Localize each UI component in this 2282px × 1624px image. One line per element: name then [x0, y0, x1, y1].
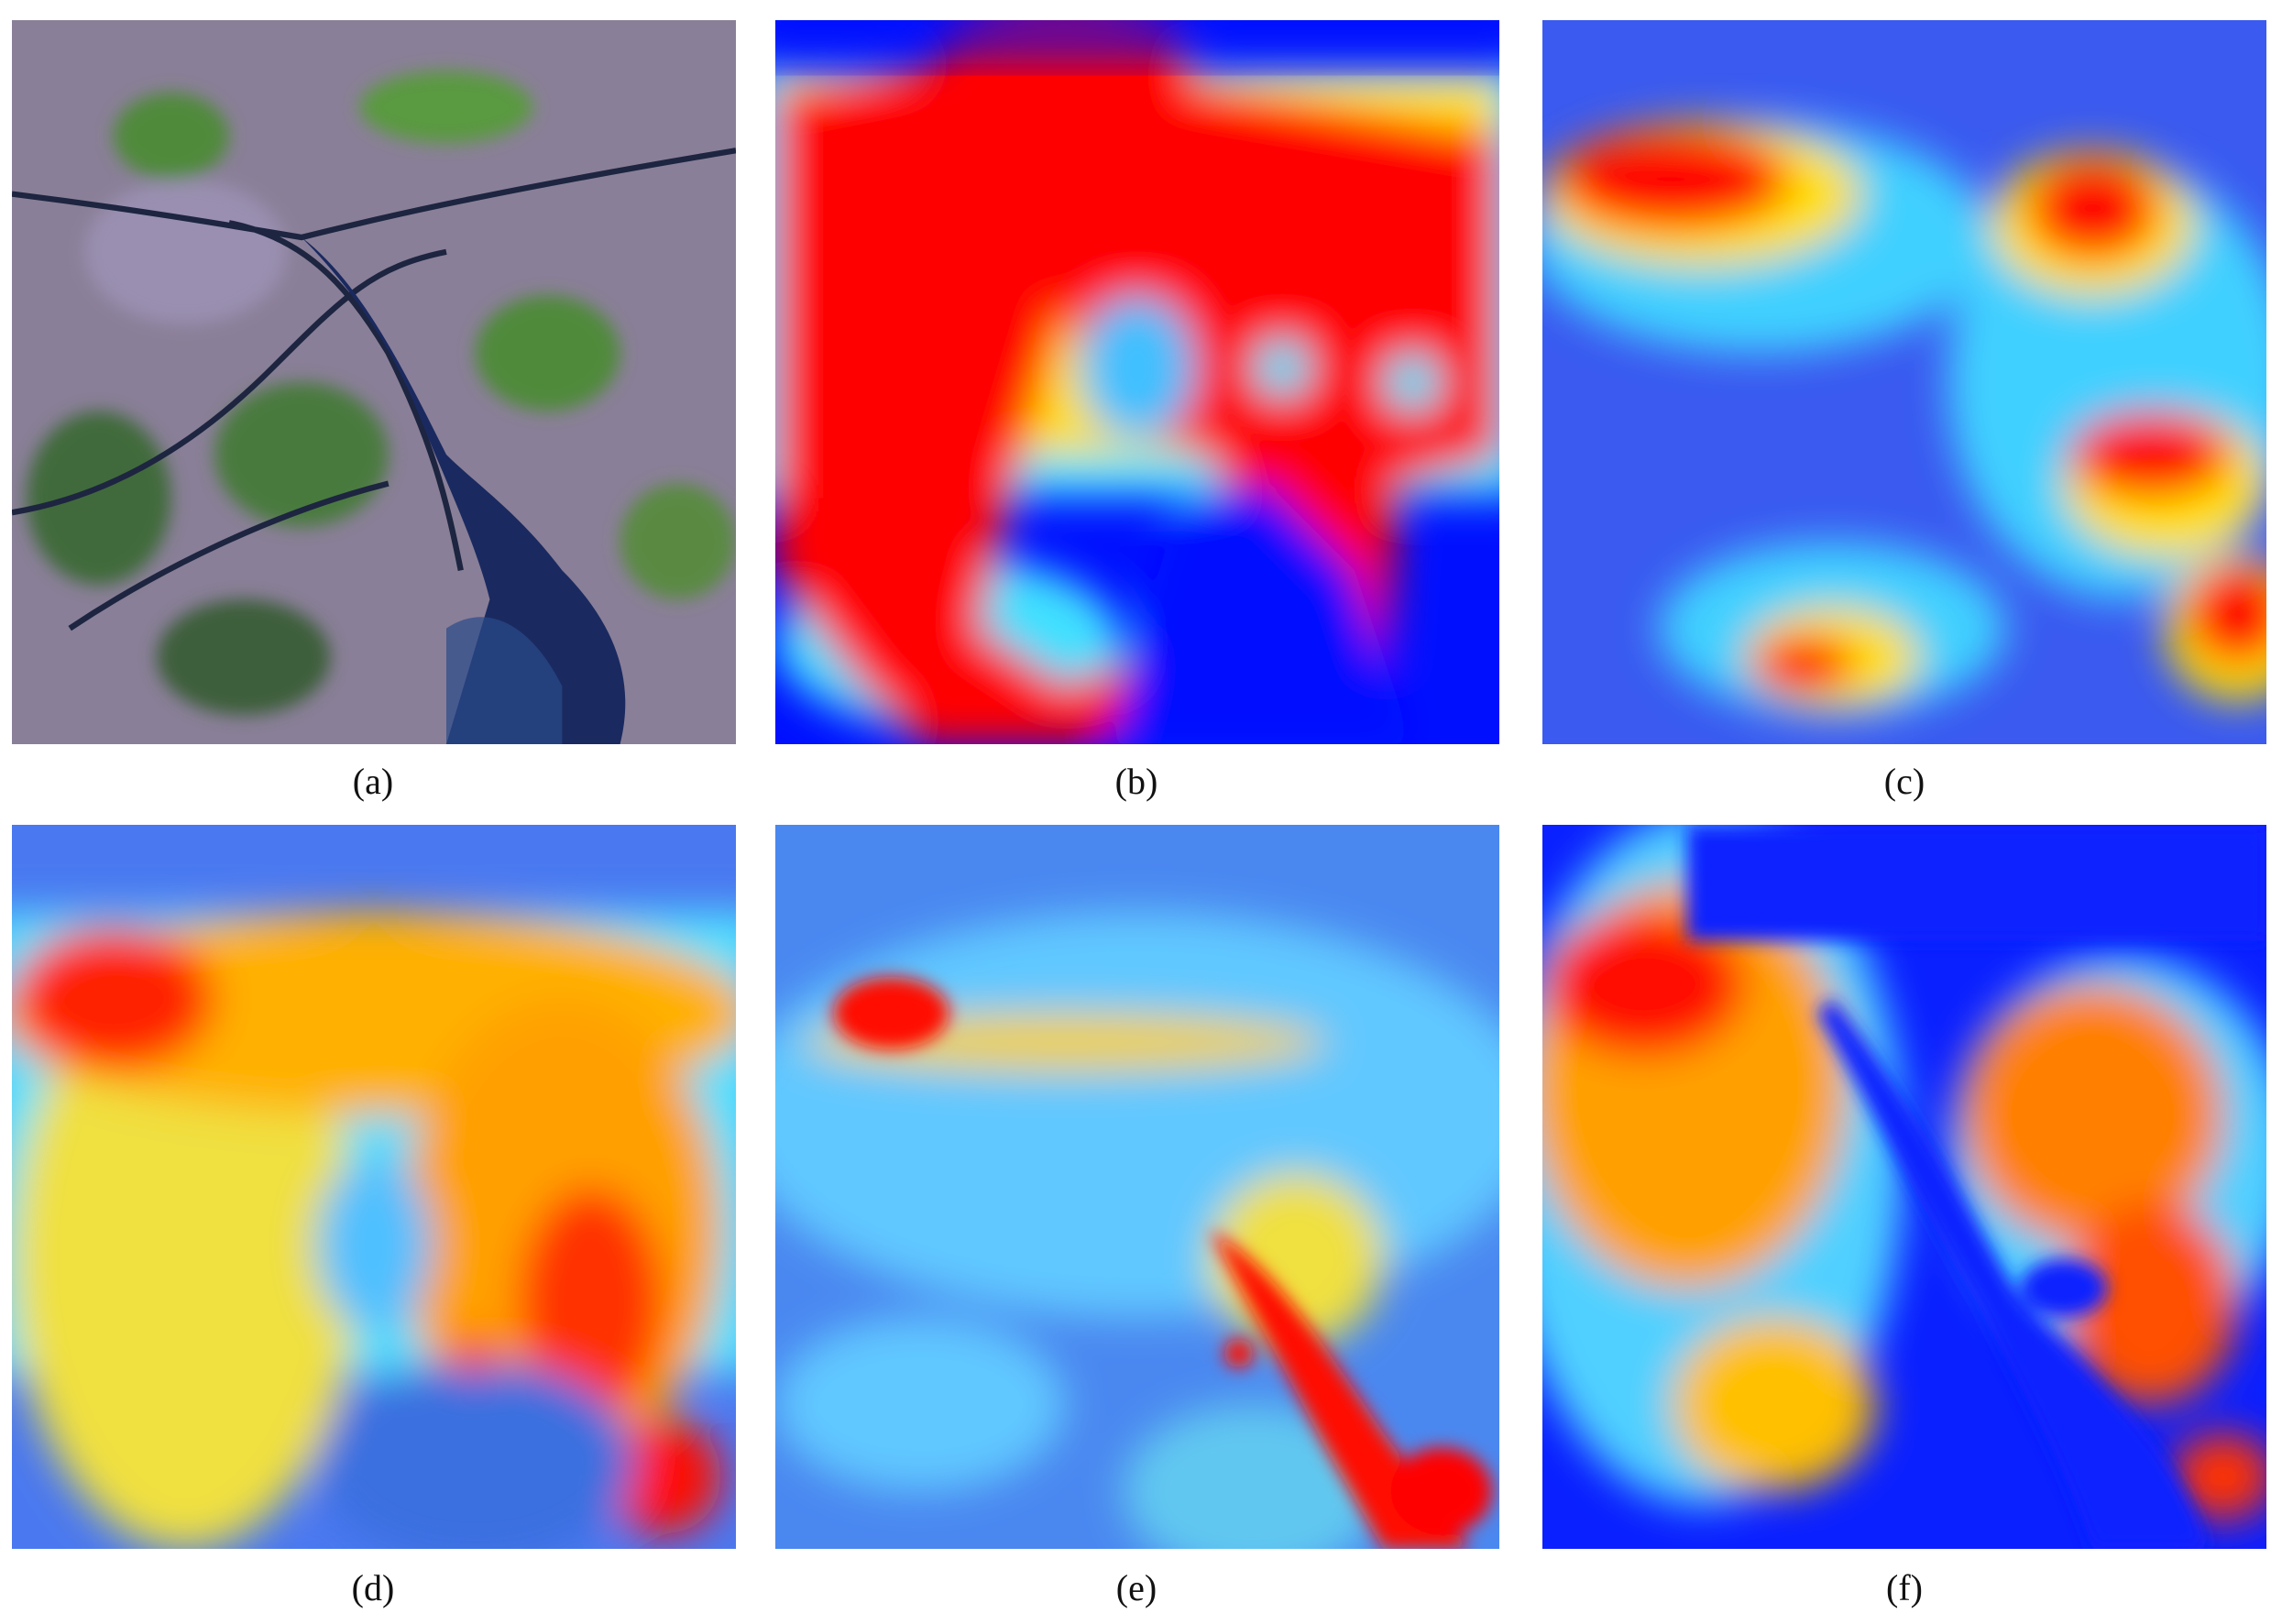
heatmap-d [12, 825, 736, 1549]
panel-label: (d) [352, 1567, 395, 1608]
satellite-image [12, 20, 736, 744]
heatmap-b [775, 20, 1499, 744]
panel-label: (f) [1886, 1567, 1923, 1608]
heatmap-f [1542, 825, 2266, 1549]
heatmap-e [775, 825, 1499, 1549]
panel-label: (c) [1884, 761, 1925, 802]
heatmap-c [1542, 20, 2266, 744]
panel-label: (b) [1115, 761, 1158, 802]
panel-label: (e) [1116, 1567, 1157, 1608]
panel-label: (a) [353, 761, 393, 802]
